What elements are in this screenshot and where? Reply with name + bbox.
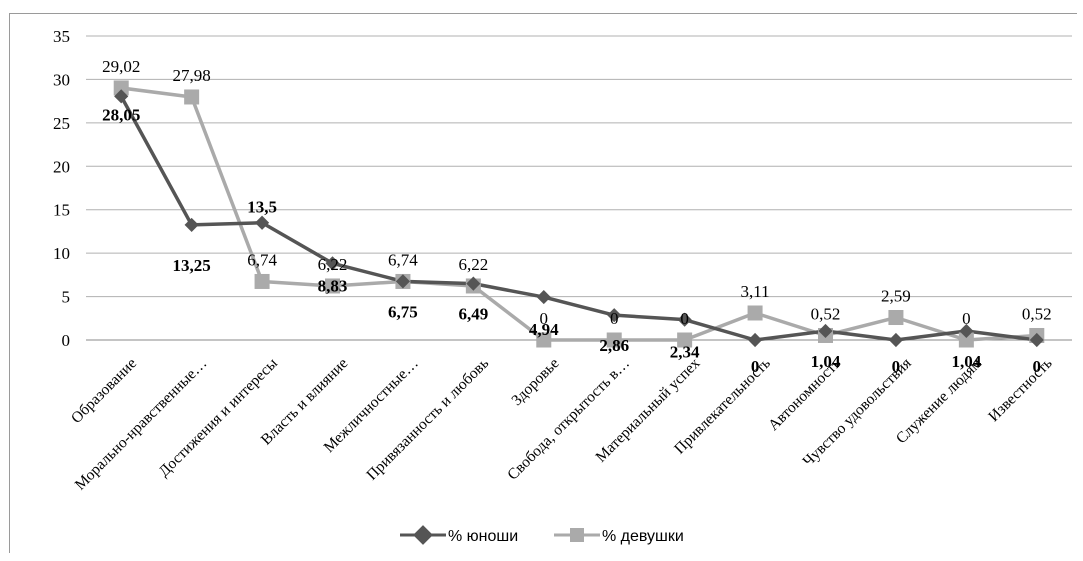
data-label-male: 6,49 — [458, 305, 488, 324]
data-label-female: 2,59 — [881, 287, 911, 306]
point-male — [184, 217, 199, 232]
data-label-female: 0 — [962, 309, 971, 328]
data-label-male: 1,04 — [951, 352, 981, 371]
data-label-female: 6,22 — [318, 255, 348, 274]
series-lines — [119, 86, 1038, 342]
data-label-male: 0 — [751, 357, 760, 376]
point-female — [113, 80, 129, 96]
point-male — [1029, 332, 1044, 348]
data-label-female: 0,52 — [1022, 304, 1052, 323]
y-axis: 0 5 10 15 20 25 30 35 — [53, 27, 70, 350]
x-tick-label: Свобода, открытость в… — [504, 355, 633, 484]
data-label-female: 0 — [680, 309, 689, 328]
data-label-female: 6,74 — [388, 250, 418, 269]
y-tick-label-25: 25 — [53, 114, 70, 133]
point-male — [818, 323, 833, 339]
x-tick-label: Образование — [68, 355, 140, 427]
point-female — [254, 273, 270, 289]
x-tick-label: Достижения и интересы — [155, 354, 281, 480]
point-female — [606, 332, 622, 348]
legend-label-female: % девушки — [602, 528, 684, 545]
y-tick-label-15: 15 — [53, 201, 70, 220]
legend-marker-female — [570, 528, 584, 542]
data-label-male: 1,04 — [811, 352, 841, 371]
point-male — [395, 274, 410, 289]
data-labels: 29,02 27,98 6,74 6,22 6,74 6,22 0 0 0 3,11 0,52 2,5… — [102, 57, 1052, 376]
data-label-male: 0 — [892, 357, 901, 376]
point-female — [747, 305, 763, 321]
series-line-male — [119, 95, 1038, 342]
data-label-male: 2,34 — [670, 343, 700, 362]
point-female — [184, 89, 200, 105]
point-male — [959, 323, 974, 339]
data-label-female: 27,98 — [173, 66, 211, 85]
series-line-female — [120, 86, 1037, 342]
legend: % юноши % девушки — [400, 525, 684, 545]
point-male — [255, 215, 270, 230]
x-tick-label: Морально-нравственные… — [72, 355, 211, 494]
point-male — [466, 276, 481, 291]
y-tick-label-10: 10 — [53, 244, 70, 263]
data-label-female: 0 — [610, 309, 619, 328]
data-label-male: 13,25 — [173, 256, 211, 275]
point-male — [536, 290, 551, 305]
series-markers — [113, 80, 1045, 348]
data-label-female: 6,74 — [247, 250, 277, 269]
point-female — [888, 310, 904, 326]
point-male — [325, 256, 340, 271]
data-label-male: 13,5 — [247, 198, 277, 217]
data-label-male: 2,86 — [599, 336, 629, 355]
point-male — [748, 332, 763, 348]
x-axis: ОбразованиеМорально-нравственные…Достиже… — [68, 354, 1056, 493]
point-female — [325, 278, 340, 294]
data-label-female: 3,11 — [741, 282, 770, 301]
x-tick-label: Известность — [985, 355, 1055, 425]
legend-marker-male — [413, 525, 433, 545]
y-tick-label-30: 30 — [53, 70, 70, 89]
legend-label-male: % юноши — [448, 528, 518, 545]
point-female — [958, 332, 974, 348]
data-label-male: 0 — [1033, 357, 1042, 376]
gridlines — [86, 35, 1072, 341]
data-label-male: 8,83 — [318, 276, 348, 295]
y-tick-label-5: 5 — [62, 288, 71, 307]
y-tick-label-35: 35 — [53, 27, 70, 46]
x-tick-label: Привязанность и любовь — [363, 355, 492, 484]
data-label-female: 29,02 — [102, 57, 140, 76]
point-female — [536, 332, 552, 348]
x-tick-label: Здоровье — [508, 355, 562, 409]
data-label-male: 6,75 — [388, 302, 418, 321]
data-label-female: 0 — [540, 309, 549, 328]
y-tick-label-0: 0 — [62, 331, 71, 350]
data-label-male: 28,05 — [102, 105, 140, 124]
data-label-female: 0,52 — [811, 304, 841, 323]
point-female — [677, 332, 693, 348]
point-male — [888, 332, 903, 348]
chart-frame — [9, 13, 1077, 553]
data-label-male: 4,94 — [529, 320, 559, 339]
point-male — [607, 308, 622, 323]
data-label-female: 6,22 — [458, 255, 488, 274]
point-male — [677, 312, 692, 327]
y-tick-label-20: 20 — [53, 157, 70, 176]
